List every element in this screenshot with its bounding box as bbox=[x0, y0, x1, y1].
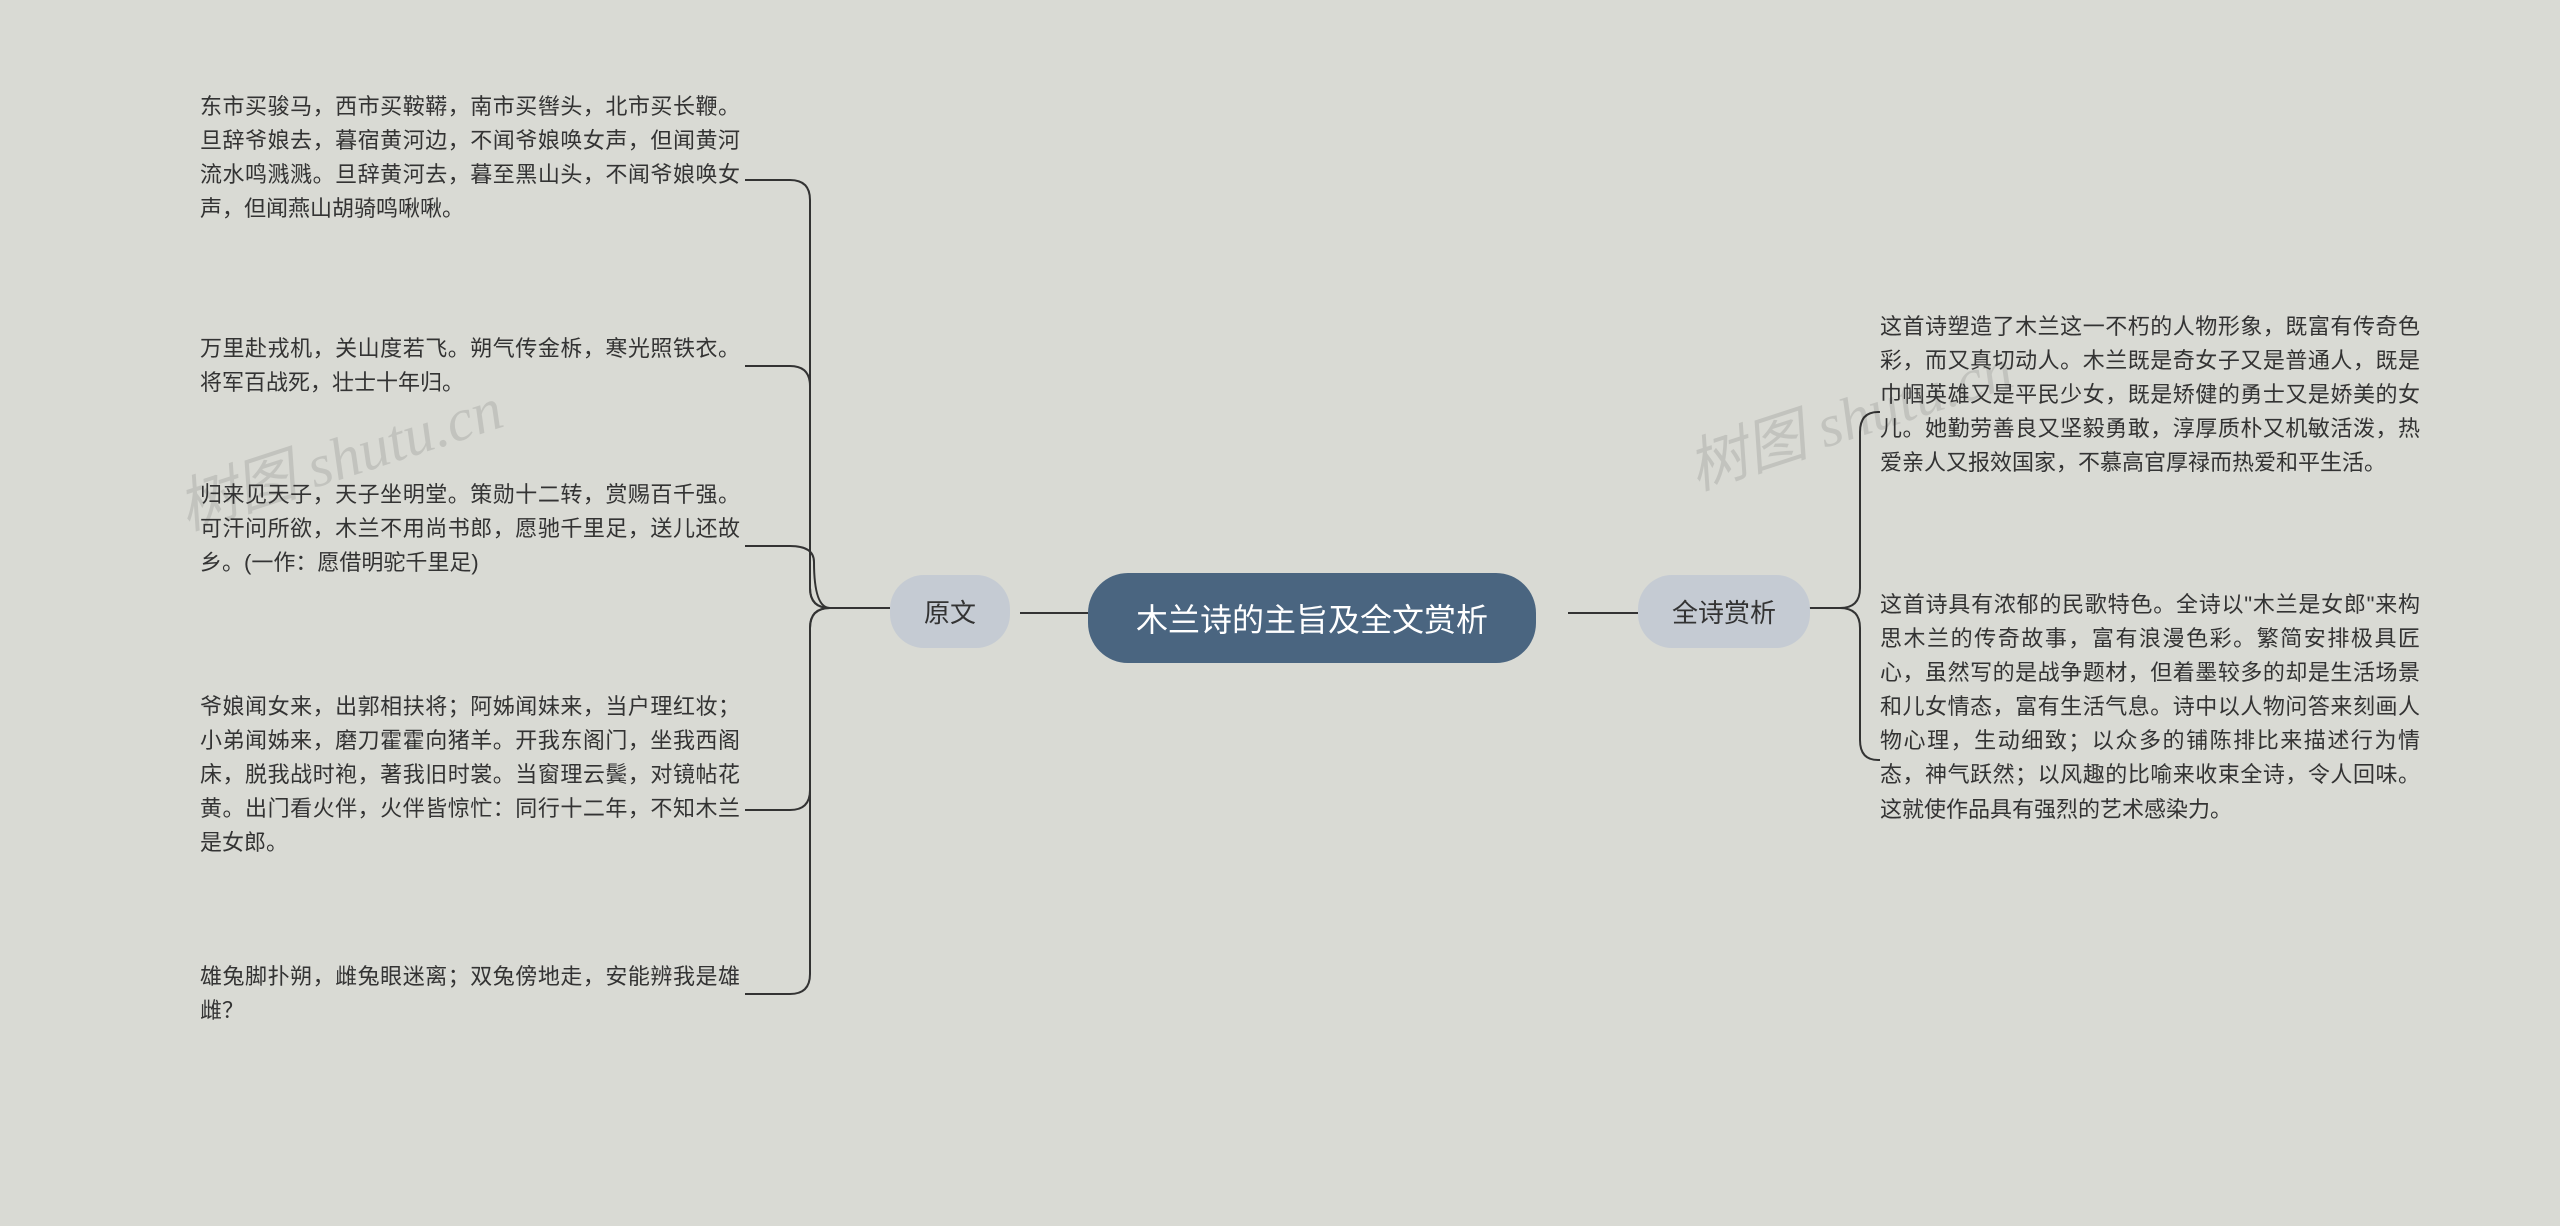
right-leaf: 这首诗具有浓郁的民歌特色。全诗以"木兰是女郎"来构思木兰的传奇故事，富有浪漫色彩… bbox=[1880, 588, 2420, 827]
left-leaf: 归来见天子，天子坐明堂。策勋十二转，赏赐百千强。可汗问所欲，木兰不用尚书郎，愿驰… bbox=[200, 478, 740, 580]
left-branch-node[interactable]: 原文 bbox=[890, 575, 1010, 648]
left-leaf: 爷娘闻女来，出郭相扶将；阿姊闻妹来，当户理红妆；小弟闻姊来，磨刀霍霍向猪羊。开我… bbox=[200, 690, 740, 860]
center-node[interactable]: 木兰诗的主旨及全文赏析 bbox=[1088, 573, 1536, 663]
right-leaf: 这首诗塑造了木兰这一不朽的人物形象，既富有传奇色彩，而又真切动人。木兰既是奇女子… bbox=[1880, 310, 2420, 480]
right-branch-node[interactable]: 全诗赏析 bbox=[1638, 575, 1810, 648]
left-leaf: 雄兔脚扑朔，雌兔眼迷离；双兔傍地走，安能辨我是雄雌？ bbox=[200, 960, 740, 1028]
left-leaf: 万里赴戎机，关山度若飞。朔气传金柝，寒光照铁衣。将军百战死，壮士十年归。 bbox=[200, 332, 740, 400]
left-leaf: 东市买骏马，西市买鞍鞯，南市买辔头，北市买长鞭。旦辞爷娘去，暮宿黄河边，不闻爷娘… bbox=[200, 90, 740, 226]
mindmap-canvas: 树图 shutu.cn 树图 shutu.cn 木兰诗的主旨及全文赏析 原文 全… bbox=[0, 0, 2560, 1226]
